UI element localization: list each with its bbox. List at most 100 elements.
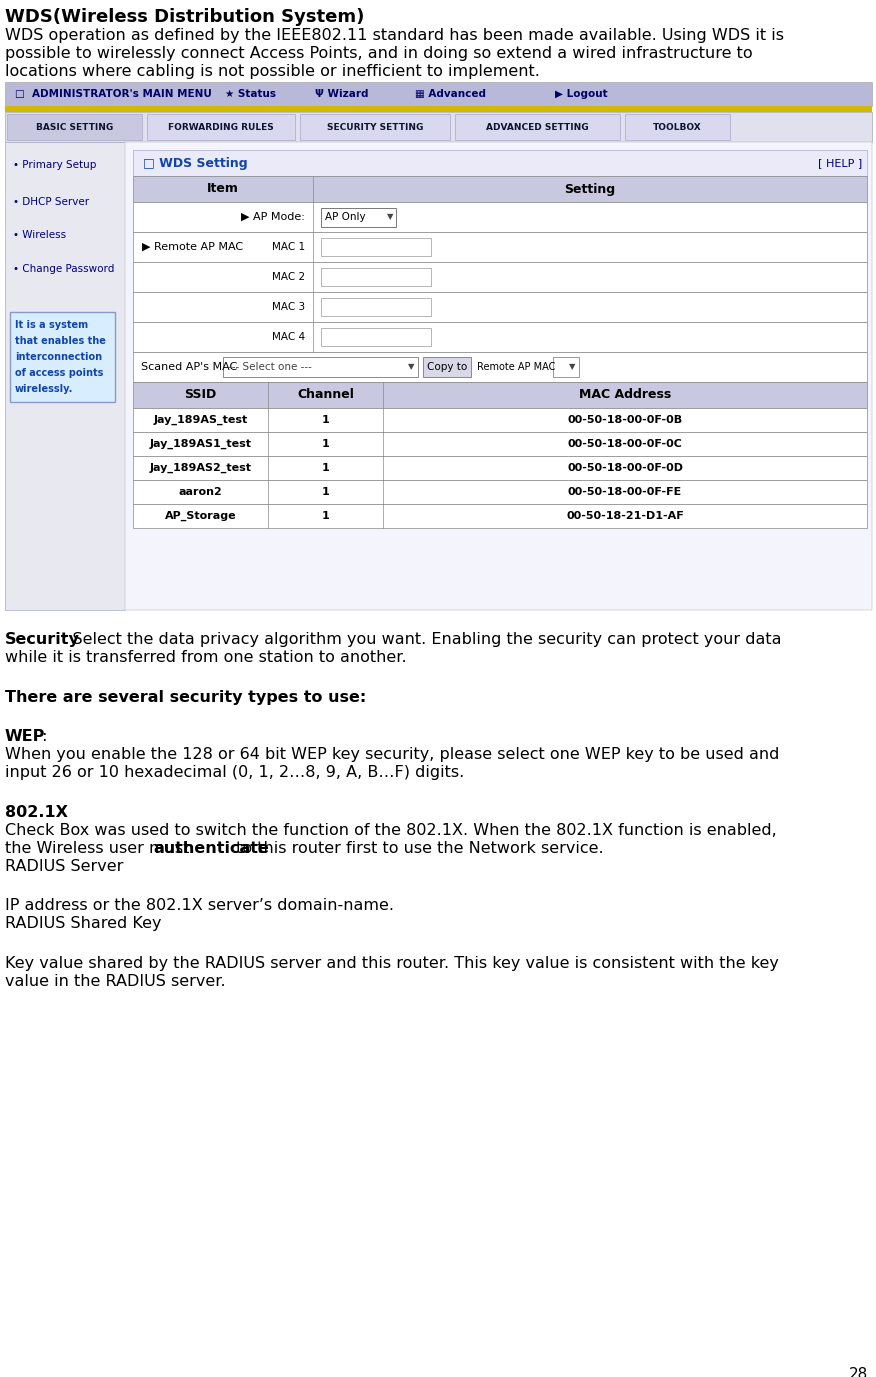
Text: MAC 2: MAC 2	[272, 273, 305, 282]
Text: Channel: Channel	[297, 388, 354, 402]
Text: 1: 1	[321, 511, 329, 521]
Text: AP Only: AP Only	[325, 212, 365, 222]
Bar	[7, 114, 142, 140]
Text: 802.1X: 802.1X	[5, 804, 68, 819]
Bar	[321, 328, 431, 346]
Text: ADVANCED SETTING: ADVANCED SETTING	[486, 123, 589, 131]
Text: 00-50-18-21-D1-AF: 00-50-18-21-D1-AF	[566, 511, 684, 521]
Text: value in the RADIUS server.: value in the RADIUS server.	[5, 974, 226, 989]
Bar	[133, 408, 867, 432]
Text: Setting: Setting	[564, 183, 616, 196]
Text: wirelessly.: wirelessly.	[15, 384, 74, 394]
Bar	[321, 238, 431, 256]
Text: RADIUS Server: RADIUS Server	[5, 859, 124, 874]
Bar	[125, 142, 872, 610]
Text: ★ Status: ★ Status	[225, 90, 276, 99]
Bar	[5, 83, 872, 106]
Text: ▶ Remote AP MAC: ▶ Remote AP MAC	[142, 242, 243, 252]
Bar	[147, 114, 295, 140]
Text: 00-50-18-00-0F-0C: 00-50-18-00-0F-0C	[568, 439, 682, 449]
Text: 1: 1	[321, 414, 329, 425]
Bar	[133, 504, 867, 527]
Bar	[321, 297, 431, 315]
Text: while it is transferred from one station to another.: while it is transferred from one station…	[5, 650, 406, 665]
Text: MAC 3: MAC 3	[272, 302, 305, 313]
Text: • Wireless: • Wireless	[13, 230, 66, 240]
Bar	[423, 357, 471, 377]
Text: Ψ Wizard: Ψ Wizard	[315, 90, 369, 99]
Text: When you enable the 128 or 64 bit WEP key security, please select one WEP key to: When you enable the 128 or 64 bit WEP ke…	[5, 748, 780, 763]
Bar	[133, 262, 867, 292]
Text: 1: 1	[321, 439, 329, 449]
Bar	[553, 357, 579, 377]
Text: 28: 28	[849, 1367, 868, 1377]
Text: □  ADMINISTRATOR's MAIN MENU: □ ADMINISTRATOR's MAIN MENU	[15, 90, 212, 99]
Text: to this router first to use the Network service.: to this router first to use the Network …	[231, 841, 604, 855]
Text: --- Select one ---: --- Select one ---	[228, 362, 312, 372]
Text: AP_Storage: AP_Storage	[165, 511, 237, 521]
Text: ▶ AP Mode:: ▶ AP Mode:	[241, 212, 305, 222]
Text: Remote AP MAC: Remote AP MAC	[477, 362, 555, 372]
Text: BASIC SETTING: BASIC SETTING	[36, 123, 113, 131]
Text: ▶ Logout: ▶ Logout	[555, 90, 608, 99]
Text: WDS(Wireless Distribution System): WDS(Wireless Distribution System)	[5, 8, 364, 26]
Text: MAC 1: MAC 1	[272, 242, 305, 252]
Text: 1: 1	[321, 463, 329, 474]
Text: Key value shared by the RADIUS server and this router. This key value is consist: Key value shared by the RADIUS server an…	[5, 956, 779, 971]
Bar	[133, 456, 867, 481]
Bar	[133, 322, 867, 353]
Text: locations where cabling is not possible or inefficient to implement.: locations where cabling is not possible …	[5, 63, 540, 78]
Text: • DHCP Server: • DHCP Server	[13, 197, 89, 207]
Text: Jay_189AS_test: Jay_189AS_test	[153, 414, 248, 425]
Text: IP address or the 802.1X server’s domain-name.: IP address or the 802.1X server’s domain…	[5, 898, 394, 913]
Text: WEP: WEP	[5, 730, 46, 744]
Text: 00-50-18-00-0F-0B: 00-50-18-00-0F-0B	[568, 414, 682, 425]
Text: [ HELP ]: [ HELP ]	[818, 158, 862, 168]
Text: ▦ Advanced: ▦ Advanced	[415, 90, 486, 99]
Text: 00-50-18-00-0F-0D: 00-50-18-00-0F-0D	[567, 463, 683, 474]
Text: aaron2: aaron2	[179, 487, 223, 497]
Text: 1: 1	[321, 487, 329, 497]
Bar	[133, 381, 867, 408]
Text: Jay_189AS2_test: Jay_189AS2_test	[150, 463, 251, 474]
Text: Check Box was used to switch the function of the 802.1X. When the 802.1X functio: Check Box was used to switch the functio…	[5, 823, 777, 837]
Bar	[455, 114, 620, 140]
Text: ▼: ▼	[569, 362, 576, 372]
Text: : Select the data privacy algorithm you want. Enabling the security can protect : : Select the data privacy algorithm you …	[62, 632, 781, 647]
Text: the Wireless user must: the Wireless user must	[5, 841, 194, 855]
Text: It is a system: It is a system	[15, 319, 88, 330]
Text: • Primary Setup: • Primary Setup	[13, 160, 96, 169]
Bar	[133, 231, 867, 262]
Bar	[10, 313, 115, 402]
Text: MAC Address: MAC Address	[579, 388, 671, 402]
Text: RADIUS Shared Key: RADIUS Shared Key	[5, 917, 161, 931]
Bar	[133, 150, 867, 176]
Text: ▼: ▼	[386, 212, 393, 222]
Text: Copy to: Copy to	[427, 362, 467, 372]
Bar	[223, 357, 418, 377]
Text: :: :	[37, 730, 47, 744]
Bar	[133, 292, 867, 322]
Bar	[321, 208, 396, 226]
Text: Item: Item	[207, 183, 239, 196]
Text: Security: Security	[5, 632, 80, 647]
Text: ▼: ▼	[407, 362, 414, 372]
Text: Scaned AP's MAC: Scaned AP's MAC	[141, 362, 237, 372]
Bar	[5, 112, 872, 142]
Text: that enables the: that enables the	[15, 336, 106, 346]
Bar	[5, 106, 872, 112]
Bar	[300, 114, 450, 140]
Text: • Change Password: • Change Password	[13, 264, 115, 274]
Bar	[133, 481, 867, 504]
Text: Jay_189AS1_test: Jay_189AS1_test	[150, 439, 251, 449]
Text: WDS operation as defined by the IEEE802.11 standard has been made available. Usi: WDS operation as defined by the IEEE802.…	[5, 28, 784, 43]
Text: SSID: SSID	[184, 388, 216, 402]
Text: There are several security types to use:: There are several security types to use:	[5, 690, 366, 705]
Bar	[133, 432, 867, 456]
Text: input 26 or 10 hexadecimal (0, 1, 2…8, 9, A, B…F) digits.: input 26 or 10 hexadecimal (0, 1, 2…8, 9…	[5, 766, 464, 781]
Bar	[133, 202, 867, 231]
Text: FORWARDING RULES: FORWARDING RULES	[168, 123, 274, 131]
Text: MAC 4: MAC 4	[272, 332, 305, 341]
Text: authenticate: authenticate	[153, 841, 269, 855]
Text: of access points: of access points	[15, 368, 103, 379]
